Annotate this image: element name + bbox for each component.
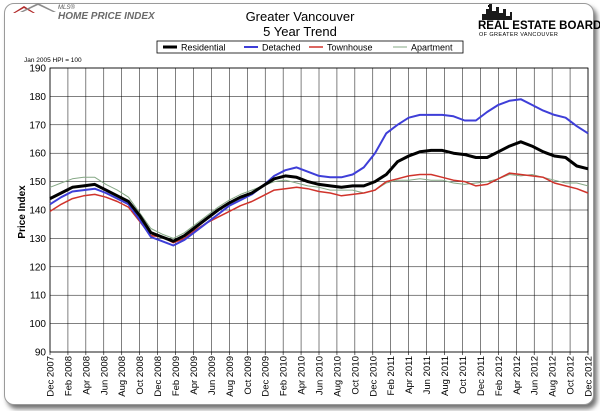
x-tick-label: Dec 2008 <box>153 356 164 397</box>
x-tick-label: Aug 2011 <box>440 356 451 396</box>
x-tick-label: Jun 2009 <box>207 356 218 395</box>
x-tick-label: Feb 2011 <box>386 356 397 395</box>
legend-label-townhouse: Townhouse <box>327 43 373 53</box>
legend-label-residential: Residential <box>181 43 226 53</box>
y-axis-label: Price Index <box>17 185 28 239</box>
legend: Residential Detached Townhouse Apartment <box>156 40 464 54</box>
y-tick-label: 180 <box>29 92 46 103</box>
x-tick-label: Dec 2009 <box>261 356 272 397</box>
y-tick-label: 150 <box>29 177 46 188</box>
chart-title: Greater Vancouver <box>246 9 356 24</box>
x-tick-label: Jun 2008 <box>99 356 110 395</box>
x-tick-label: Dec 2012 <box>584 356 595 397</box>
house-roof-icon <box>13 6 35 13</box>
base-note: Jan 2005 HPI = 100 <box>24 57 82 64</box>
series-line-residential <box>49 140 589 243</box>
reb-logo-main: REAL ESTATE BOARD <box>478 20 600 32</box>
y-tick-label: 120 <box>29 262 46 273</box>
x-axis: Dec 2007 Feb 2008 Apr 2008 Jun 2008 Aug 2008… <box>46 352 595 397</box>
x-tick-label: Apr 2010 <box>297 356 308 395</box>
mls-hpi-logo: MLS® HOME PRICE INDEX <box>13 3 156 22</box>
mls-logo-sup: MLS® <box>58 4 75 11</box>
x-tick-label: Dec 2011 <box>476 356 487 396</box>
x-tick-label: Oct 2012 <box>566 356 577 395</box>
skyline-icon <box>482 4 512 20</box>
series-line-detached <box>49 98 589 247</box>
x-tick-label: Aug 2008 <box>117 356 128 397</box>
y-tick-label: 140 <box>29 206 46 217</box>
x-tick-label: Apr 2009 <box>189 356 200 395</box>
reb-logo-sub: OF GREATER VANCOUVER <box>479 32 558 38</box>
x-tick-label: Oct 2008 <box>135 356 146 395</box>
x-tick-label: Oct 2009 <box>243 356 254 395</box>
x-tick-label: Apr 2011 <box>404 356 415 394</box>
x-tick-label: Dec 2007 <box>46 356 57 397</box>
house-roof-icon <box>20 3 56 12</box>
reb-logo: REAL ESTATE BOARD OF GREATER VANCOUVER <box>478 4 600 38</box>
x-tick-label: Feb 2008 <box>63 356 74 396</box>
x-tick-label: Feb 2010 <box>279 356 290 396</box>
y-tick-label: 100 <box>29 319 46 330</box>
chart-subtitle: 5 Year Trend <box>263 24 337 39</box>
x-tick-label: Feb 2009 <box>171 356 182 396</box>
x-tick-label: Aug 2009 <box>225 356 236 397</box>
x-tick-label: Jun 2012 <box>530 356 541 395</box>
x-tick-label: Dec 2010 <box>368 356 379 397</box>
x-tick-label: Apr 2012 <box>512 356 523 395</box>
y-axis: 90 100 110 120 130 140 150 160 170 180 190 <box>29 64 46 359</box>
legend-label-apartment: Apartment <box>411 43 453 53</box>
x-tick-label: Aug 2012 <box>548 356 559 397</box>
series-lines <box>49 98 589 247</box>
mls-logo-text: HOME PRICE INDEX <box>58 11 156 22</box>
x-tick-label: Oct 2011 <box>458 356 469 394</box>
x-tick-label: Jun 2011 <box>422 356 433 394</box>
y-tick-label: 170 <box>29 120 46 131</box>
y-tick-label: 190 <box>29 64 46 75</box>
x-tick-label: Feb 2012 <box>494 356 505 396</box>
y-tick-label: 110 <box>30 291 46 302</box>
legend-label-detached: Detached <box>262 43 301 53</box>
y-tick-label: 130 <box>29 234 46 245</box>
x-tick-label: Apr 2008 <box>81 356 92 395</box>
x-tick-label: Jun 2010 <box>315 356 326 395</box>
x-tick-label: Oct 2010 <box>350 356 361 395</box>
y-tick-label: 90 <box>35 348 47 359</box>
y-tick-label: 160 <box>29 149 46 160</box>
x-tick-label: Aug 2010 <box>332 356 343 397</box>
